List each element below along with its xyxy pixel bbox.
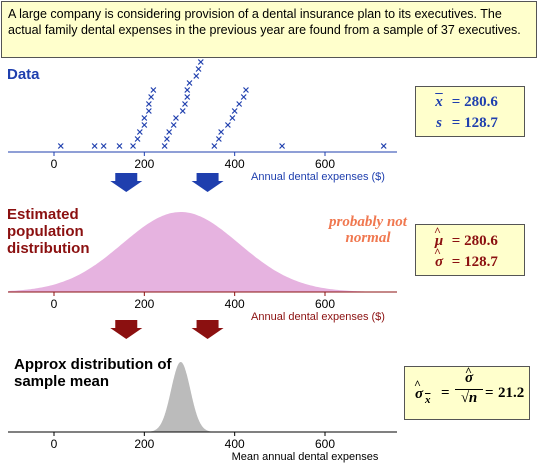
data-point-cross — [148, 94, 155, 100]
problem-text: A large company is considering provision… — [8, 7, 521, 37]
mean-value: 280.6 — [464, 94, 498, 110]
sigma-symbol: σ — [434, 254, 444, 270]
x-tick-label: 600 — [315, 157, 335, 171]
hat-icon: ^ — [434, 224, 441, 238]
not-normal-note: probably not normal — [329, 214, 407, 246]
data-point-cross — [224, 122, 231, 128]
data-point-cross — [173, 115, 179, 121]
x-tick-label: 0 — [51, 437, 58, 451]
data-point-cross — [141, 122, 148, 128]
data-point-cross — [166, 129, 173, 135]
data-point-cross — [134, 136, 141, 142]
data-point-cross — [231, 108, 238, 114]
data-point-cross — [145, 101, 152, 107]
hat-icon: ^ — [414, 377, 421, 391]
sample-sd-line: s = 128.7 — [430, 115, 498, 132]
down-arrow-icon — [191, 320, 224, 339]
data-point-cross — [145, 108, 152, 114]
data-point-cross — [116, 143, 123, 149]
se-value: 21.2 — [498, 385, 525, 401]
sigma-hat-line: ^ σ = 128.7 — [434, 245, 498, 270]
sd-value: 128.7 — [464, 115, 498, 131]
data-point-cross — [218, 129, 225, 135]
x-axis-title: Mean annual dental expenses — [232, 451, 379, 463]
data-point-cross — [100, 143, 107, 149]
x-axis-title: Annual dental expenses ($) — [251, 171, 385, 183]
x-tick-label: 600 — [315, 437, 335, 451]
data-point-cross — [57, 143, 64, 149]
data-point-cross — [161, 143, 168, 149]
x-tick-label: 400 — [225, 157, 245, 171]
x-tick-label: 200 — [134, 437, 154, 451]
x-tick-label: 400 — [225, 437, 245, 451]
se-fraction: ^ σ √n — [455, 364, 483, 407]
x-tick-label: 400 — [225, 297, 245, 311]
x-bar-subscript: x — [425, 394, 431, 406]
data-point-cross — [215, 136, 222, 142]
x-tick-label: 200 — [134, 297, 154, 311]
data-point-cross — [184, 87, 191, 93]
data-point-cross — [163, 136, 170, 142]
data-point-cross — [184, 94, 191, 100]
estimated-population-title: Estimated population distribution — [7, 206, 90, 257]
x-axis-title: Annual dental expenses ($) — [251, 311, 385, 323]
data-point-cross — [229, 115, 236, 121]
down-arrow-icon — [110, 173, 143, 192]
data-point-cross — [211, 143, 218, 149]
sigma-hat-value: 128.7 — [464, 254, 498, 270]
mu-hat-value: 280.6 — [464, 233, 498, 249]
x-tick-label: 0 — [51, 157, 58, 171]
population-density-area — [8, 212, 397, 292]
data-point-cross — [380, 143, 387, 149]
down-arrow-icon — [191, 173, 224, 192]
problem-description: A large company is considering provision… — [1, 1, 537, 58]
x-tick-label: 600 — [315, 297, 335, 311]
data-point-cross — [243, 87, 249, 93]
data-point-cross — [150, 87, 157, 93]
sample-mean-title: Approx distribution of sample mean — [14, 356, 172, 390]
sample-mean-density-area — [142, 362, 219, 432]
data-point-cross — [170, 122, 177, 128]
sample-stats-box: x = 280.6 s = 128.7 — [415, 86, 525, 137]
data-point-cross — [141, 115, 148, 121]
data-point-cross — [136, 129, 143, 135]
x-tick-label: 0 — [51, 297, 58, 311]
sd-symbol: s — [436, 115, 442, 131]
data-point-cross — [179, 108, 186, 114]
data-point-cross — [240, 94, 247, 100]
se-lhs: ^ σ x — [414, 377, 431, 406]
standard-error-box: ^ σ x = ^ σ √n = 21.2 — [404, 364, 530, 420]
data-point-cross — [91, 143, 98, 149]
se-numerator: σ — [464, 370, 474, 386]
data-point-cross — [279, 143, 286, 149]
mu-symbol: μ — [434, 233, 444, 249]
down-arrow-icon — [110, 320, 143, 339]
mu-hat-line: ^ μ = 280.6 — [434, 224, 498, 249]
data-point-cross — [182, 101, 188, 107]
mean-symbol: x — [435, 94, 443, 110]
data-section-title: Data — [7, 66, 40, 83]
data-point-cross — [195, 66, 202, 72]
estimate-stats-box: ^ μ = 280.6 ^ σ = 128.7 — [415, 224, 525, 276]
hat-icon: ^ — [434, 245, 441, 259]
sample-mean-line: x = 280.6 — [430, 94, 498, 111]
data-point-cross — [236, 101, 243, 107]
data-point-cross — [193, 73, 200, 79]
hat-icon: ^ — [465, 364, 472, 378]
se-denominator: √n — [455, 389, 483, 407]
x-tick-label: 200 — [134, 157, 154, 171]
data-point-cross — [197, 59, 204, 65]
data-point-cross — [186, 80, 193, 86]
data-point-cross — [130, 143, 136, 149]
